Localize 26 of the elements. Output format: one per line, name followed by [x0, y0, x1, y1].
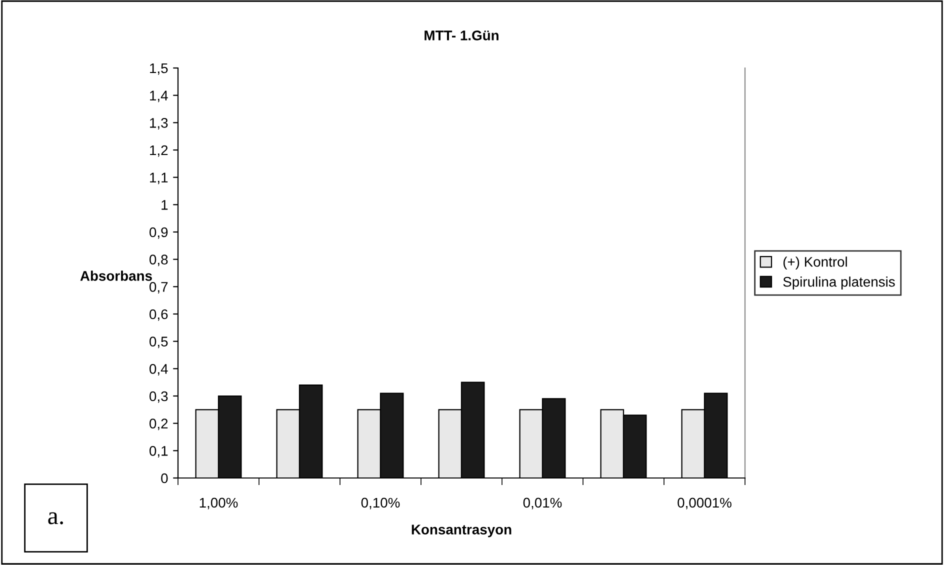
- x-tick-label: 0,0001%: [678, 498, 732, 510]
- chart-title: MTT- 1.Gün: [424, 30, 498, 40]
- y-tick-label: 1,2: [150, 145, 168, 157]
- y-tick-label: 0,8: [150, 254, 168, 266]
- y-tick-label: 1,5: [150, 63, 168, 75]
- legend-label: Spirulina platensis: [783, 276, 895, 290]
- y-tick-label: 0,6: [150, 309, 168, 321]
- y-tick-label: 0,5: [150, 336, 168, 348]
- y-tick-label: 1: [162, 200, 168, 210]
- x-axis-title: Konsantrasyon: [412, 524, 512, 538]
- y-tick-label: 1,3: [150, 118, 168, 130]
- x-tick-label: 0,01%: [523, 498, 562, 510]
- y-tick-label: 0: [161, 473, 168, 484]
- y-axis-title: Absorbans: [80, 270, 152, 281]
- y-tick-label: 0,4: [150, 364, 168, 376]
- legend-label: (+) Kontrol: [783, 256, 847, 270]
- y-tick-label: 0,2: [150, 418, 168, 430]
- y-tick-label: 0,9: [150, 227, 168, 239]
- y-tick-label: 0,3: [150, 391, 168, 403]
- y-tick-label: 1,1: [150, 172, 168, 184]
- y-tick-label: 0,1: [150, 446, 168, 458]
- x-tick-label: 1,00%: [200, 498, 238, 510]
- text: a.: [48, 512, 64, 524]
- x-tick-label: 0,10%: [361, 498, 400, 510]
- y-tick-label: 0,7: [150, 282, 168, 294]
- y-tick-label: 1,4: [150, 90, 168, 102]
